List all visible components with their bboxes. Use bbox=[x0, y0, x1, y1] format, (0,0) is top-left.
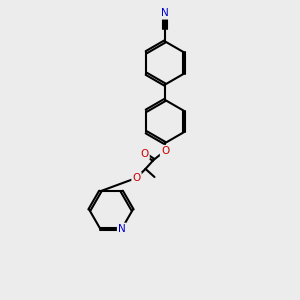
Text: O: O bbox=[140, 149, 149, 159]
Text: N: N bbox=[118, 224, 126, 234]
Text: O: O bbox=[132, 173, 141, 183]
Text: N: N bbox=[161, 8, 169, 19]
Text: O: O bbox=[161, 146, 169, 156]
